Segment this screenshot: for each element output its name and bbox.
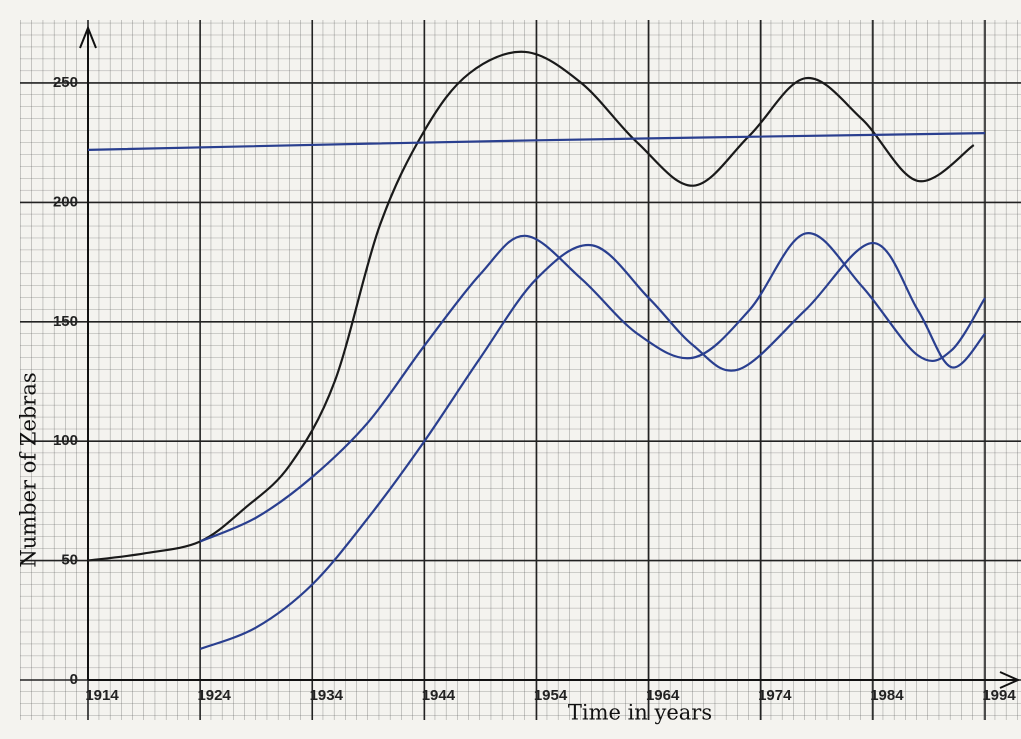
plot [87, 50, 986, 650]
x-tick-label: 1994 [982, 687, 1016, 704]
line [199, 241, 986, 650]
x-tick-label: 1944 [422, 687, 456, 704]
x-tick-label: 1974 [758, 687, 792, 704]
line [87, 132, 986, 151]
x-axis-arrow [999, 671, 1021, 689]
line [199, 232, 986, 543]
y-axis-arrow [79, 25, 97, 49]
y-tick-label: 200 [53, 193, 78, 210]
y-tick-label: 0 [70, 671, 78, 688]
x-tick-label: 1914 [85, 687, 119, 704]
y-tick-label: 100 [53, 432, 78, 449]
y-tick-label: 250 [53, 74, 78, 91]
x-tick-label: 1954 [534, 687, 568, 704]
x-tick-label: 1934 [310, 687, 344, 704]
x-tick-label: 1964 [646, 687, 680, 704]
graph-paper [20, 20, 1021, 720]
grid: 0 50 100 150 200 250 1914 1924 1934 1944 1954 1964 1… [20, 20, 1021, 720]
y-tick-label: 50 [61, 552, 78, 569]
y-tick-label: 150 [53, 313, 78, 330]
line [87, 50, 975, 562]
x-axis-title: Time in years [568, 701, 712, 725]
x-tick-label: 1984 [870, 687, 904, 704]
y-axis-title: Number of Zebras [17, 372, 41, 567]
x-tick-label: 1924 [197, 687, 231, 704]
